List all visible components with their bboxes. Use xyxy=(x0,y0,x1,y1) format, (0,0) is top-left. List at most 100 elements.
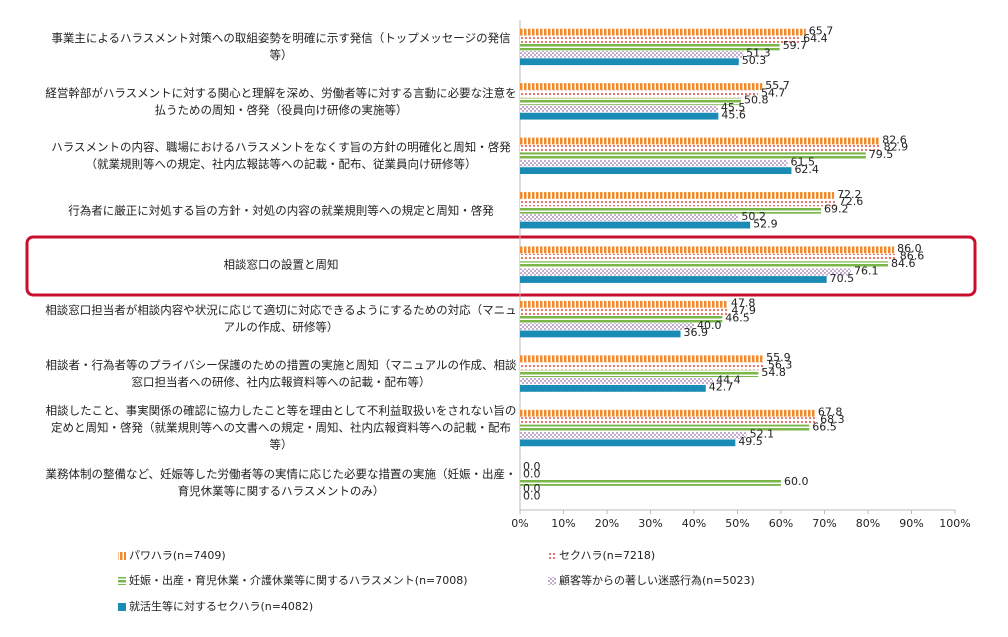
bar xyxy=(520,221,751,229)
value-label: 45.5 xyxy=(721,101,746,114)
bar xyxy=(520,167,792,175)
category-label: 事業主によるハラスメント対策への取組姿勢を明確に示す発信（トップメッセージの発信… xyxy=(51,31,511,63)
bar xyxy=(520,377,714,385)
x-tick-label: 0% xyxy=(511,517,528,530)
value-label: 82.9 xyxy=(884,141,909,154)
category-label: 相談窓口の設置と周知 xyxy=(223,257,339,272)
bar xyxy=(520,36,801,43)
legend-label: セクハラ(n=7218) xyxy=(559,549,655,562)
x-tick-label: 70% xyxy=(812,517,836,530)
value-label: 62.4 xyxy=(794,163,819,176)
bar xyxy=(520,300,728,308)
bar xyxy=(520,145,881,152)
value-label: 44.4 xyxy=(716,373,741,386)
x-tick-label: 20% xyxy=(595,517,619,530)
legend-label: 顧客等からの著しい迷惑行為(n=5023) xyxy=(559,573,755,587)
category-label: 相談窓口担当者が相談内容や状況に応じて適切に対応できるようにするための対応（マニ… xyxy=(45,303,517,335)
x-tick-label: 40% xyxy=(682,517,706,530)
bar xyxy=(520,50,744,58)
bar xyxy=(520,439,736,447)
value-label: 61.5 xyxy=(791,156,816,169)
legend-swatch xyxy=(548,577,556,585)
bar xyxy=(520,384,706,392)
x-tick-label: 100% xyxy=(939,517,970,530)
x-tick-label: 50% xyxy=(725,517,749,530)
bar xyxy=(520,214,739,222)
highlight-box xyxy=(25,235,977,297)
bar xyxy=(520,97,741,105)
value-label: 76.1 xyxy=(854,264,879,277)
bar xyxy=(520,159,788,167)
legend-label: 就活生等に対するセクハラ(n=4082) xyxy=(129,599,313,613)
value-label: 55.9 xyxy=(766,351,791,364)
bar xyxy=(520,479,781,486)
value-label: 50.3 xyxy=(742,54,767,67)
bar xyxy=(520,206,822,214)
value-label: 72.2 xyxy=(837,188,862,201)
bar xyxy=(520,370,759,377)
bar xyxy=(520,362,765,370)
value-label: 84.6 xyxy=(891,257,916,270)
x-tick-label: 10% xyxy=(551,517,575,530)
bar xyxy=(520,83,763,90)
bar xyxy=(520,432,747,439)
bar xyxy=(520,417,818,425)
value-label: 0.0 xyxy=(523,490,541,503)
category-label: ハラスメントの内容、職場におけるハラスメントをなくす旨の方針の明確化と周知・啓発… xyxy=(51,140,511,172)
bar xyxy=(520,105,718,113)
x-tick-label: 30% xyxy=(638,517,662,530)
x-tick-label: 60% xyxy=(769,517,793,530)
value-label: 60.0 xyxy=(784,475,809,488)
value-label: 55.7 xyxy=(765,79,790,92)
value-label: 40.0 xyxy=(697,319,722,332)
value-label: 82.6 xyxy=(882,133,907,146)
bar xyxy=(520,315,723,323)
value-label: 64.4 xyxy=(803,32,828,45)
legend-label: 妊娠・出産・育児休業・介護休業等に関するハラスメント(n=7008) xyxy=(129,573,468,587)
category-label: 業務体制の整備など、妊娠等した労働者等の実情に応じた必要な措置の実施（妊娠・出産… xyxy=(45,466,517,498)
value-label: 50.8 xyxy=(744,94,769,107)
bar xyxy=(520,253,897,261)
bar xyxy=(520,246,895,254)
legend-swatch xyxy=(548,552,556,560)
value-label: 0.0 xyxy=(523,482,541,495)
value-label: 67.8 xyxy=(818,406,843,419)
bar xyxy=(520,261,889,269)
value-label: 86.0 xyxy=(897,242,922,255)
value-label: 42.7 xyxy=(709,381,734,394)
bar xyxy=(520,152,866,160)
legend-swatch xyxy=(118,603,126,611)
value-label: 49.5 xyxy=(738,435,763,448)
bar xyxy=(520,268,852,276)
value-label: 86.6 xyxy=(900,250,925,263)
bar xyxy=(520,28,806,36)
legend-label: パワハラ(n=7409) xyxy=(129,549,226,562)
category-label: 相談したこと、事実関係の確認に協力したこと等を理由として不利益取扱いをされない旨… xyxy=(45,403,517,452)
value-label: 59.7 xyxy=(783,39,808,52)
value-label: 51.3 xyxy=(746,47,771,60)
value-label: 52.1 xyxy=(750,428,775,441)
category-label: 行為者に厳正に対処する旨の方針・対処の内容の就業規則等への規定と周知・啓発 xyxy=(68,203,494,218)
bar xyxy=(520,90,758,98)
value-label: 54.7 xyxy=(761,86,786,99)
value-label: 68.3 xyxy=(820,413,845,426)
value-label: 66.5 xyxy=(812,420,837,433)
value-label: 50.2 xyxy=(741,210,766,223)
value-label: 47.9 xyxy=(731,304,756,317)
value-label: 54.8 xyxy=(761,366,786,379)
value-label: 56.3 xyxy=(768,358,793,371)
bar xyxy=(520,43,780,51)
value-label: 70.5 xyxy=(830,272,855,285)
bar xyxy=(520,323,694,330)
value-label: 46.5 xyxy=(725,311,750,324)
bar xyxy=(520,330,681,338)
bar xyxy=(520,424,810,432)
bar xyxy=(520,308,729,316)
category-label: 経営幹部がハラスメントに対する関心と理解を深め、労働者等に対する言動に必要な注意… xyxy=(45,85,517,117)
legend-swatch xyxy=(118,577,126,585)
category-label: 相談者・行為者等のプライバシー保護のための措置の実施と周知（マニュアルの作成、相… xyxy=(45,357,517,389)
bar xyxy=(520,192,835,199)
value-label: 65.7 xyxy=(809,24,834,37)
bar xyxy=(520,112,719,120)
